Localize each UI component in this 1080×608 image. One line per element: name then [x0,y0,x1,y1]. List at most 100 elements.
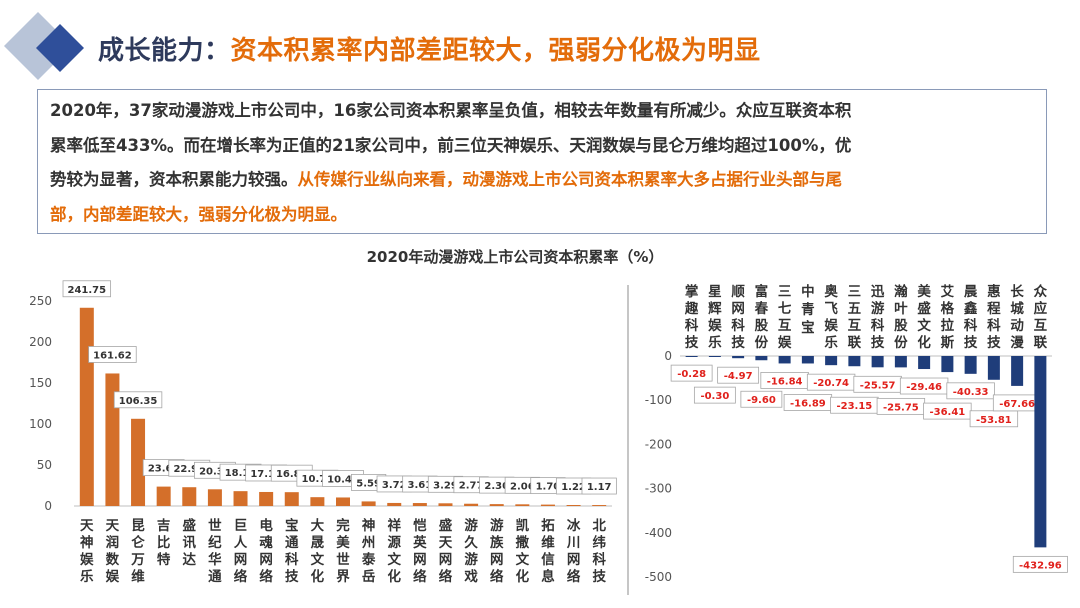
bar [412,503,427,506]
category-label: 五 [848,301,862,317]
data-label: 18.10 [225,468,257,479]
category-label: 网 [731,301,745,317]
category-label: 昆 [131,518,145,534]
category-label: 凯 [516,517,530,534]
data-label: 1.22 [561,482,586,493]
category-label: 英 [412,534,427,551]
category-label: 城 [1010,300,1024,317]
category-label: 掌 [685,283,699,300]
y-tick-label: -100 [645,393,672,407]
category-label: 络 [413,568,427,585]
data-label: 3.72 [382,480,407,491]
data-label-box [88,346,137,363]
page-title: 成长能力：资本积累率内部差距较大，强弱分化极为明显 [98,36,761,66]
data-label: 161.62 [93,350,132,361]
data-label: -0.30 [700,391,729,402]
diamond-decoration [4,12,84,80]
category-label: 科 [871,317,885,334]
category-label: 众 [1034,284,1048,300]
category-label: 娱 [824,318,838,334]
bar [871,356,884,368]
category-label: 中 [801,283,815,300]
category-label: 股 [755,318,769,334]
category-label: 比 [157,534,171,551]
category-label: 科 [987,317,1001,334]
category-label: 科 [592,551,606,568]
category-label: 科 [285,551,299,568]
chart-title: 2020年动漫游戏上市公司资本积累率（%） [366,248,664,266]
category-label: 天 [80,518,94,534]
data-label: 3.29 [433,480,458,491]
category-label: 化 [387,568,401,585]
category-label: 奥 [824,283,838,300]
category-label: 人 [234,535,248,551]
category-label: 络 [259,568,273,585]
category-label: 长 [1010,283,1024,300]
summary-line: 部，内部差距较大，强弱分化极为明显。 [50,204,347,224]
bar [182,487,197,506]
category-label: 份 [894,334,908,351]
data-label: 5.59 [356,478,381,489]
category-label: 文 [516,551,530,568]
category-label: 华 [208,551,222,568]
data-label: -9.60 [747,395,776,406]
data-label: -25.57 [860,380,896,391]
bar [284,492,299,506]
category-label: 州 [361,535,376,551]
category-label: 恺 [413,517,427,534]
category-label: 信 [541,551,555,568]
bar [156,486,171,506]
data-label: 241.75 [68,285,107,296]
category-label: 仑 [131,534,145,551]
data-label: -53.81 [976,415,1012,426]
category-label: 富 [755,283,769,300]
summary-line: 2020年，37家动漫游戏上市公司中，16家公司资本积累率呈负值，相较去年数量有… [50,101,852,120]
category-label: 技 [964,334,978,351]
data-label: -432.96 [1019,560,1062,571]
category-label: 数 [106,551,120,568]
data-label: -20.74 [813,378,849,389]
category-label: 世 [208,517,222,534]
category-label: 电 [259,517,273,534]
bar [489,504,504,506]
category-label: 叶 [894,301,908,317]
category-label: 娱 [778,335,792,351]
category-label: 青 [801,301,815,318]
y-tick-label: -300 [645,482,672,496]
bar [1011,356,1024,386]
data-label: 23.66 [148,464,180,475]
data-label: -23.15 [836,401,872,412]
category-label: 化 [516,568,530,585]
category-label: 撒 [516,534,530,551]
y-tick-label: 50 [37,458,52,472]
bar [515,504,530,506]
category-label: 趣 [684,300,699,317]
category-label: 七 [778,301,792,317]
bar [361,501,376,506]
category-label: 格 [941,300,955,317]
data-label: 2.77 [459,481,484,492]
category-label: 拉 [941,317,955,334]
bar [708,356,721,357]
category-label: 艾 [941,283,955,300]
category-label: 三 [848,284,862,300]
category-label: 神 [362,517,376,534]
category-label: 大 [311,517,325,534]
category-label: 技 [285,568,299,585]
category-label: 娱 [708,318,722,334]
bar [566,504,581,506]
category-label: 互 [848,318,862,334]
category-label: 世 [336,551,350,568]
bar [540,504,555,506]
data-label-box [693,386,736,404]
category-label: 北 [592,518,606,534]
category-label: 股 [894,318,908,334]
category-label: 春 [754,300,769,317]
y-tick-label: -400 [645,526,672,540]
category-label: 化 [311,568,325,585]
bar [438,503,453,506]
category-label: 科 [685,317,699,334]
category-label: 游 [464,551,478,568]
category-label: 星 [708,284,722,300]
data-label-box [670,364,713,382]
